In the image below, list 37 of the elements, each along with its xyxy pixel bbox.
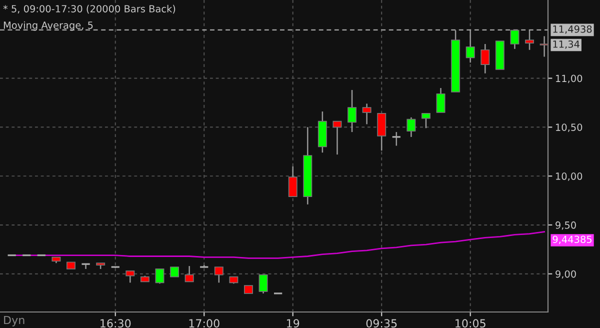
x-tick-label: 17:00 [189, 319, 220, 328]
candlestick [391, 131, 402, 146]
chart-title: * 5, 09:00-17:30 (20000 Bars Back) [3, 4, 176, 14]
candlestick [258, 274, 268, 294]
candlestick [126, 270, 135, 284]
candlestick [80, 263, 91, 270]
y-tick-label: 10,50 [556, 124, 582, 132]
candlestick [525, 30, 534, 51]
x-tick-label: 09:35 [366, 319, 397, 328]
candlestick [421, 112, 430, 129]
candlestick [480, 43, 490, 74]
x-tick-label: 10:05 [456, 319, 486, 328]
annotation: 11,34 [553, 40, 580, 49]
candlestick [155, 268, 164, 284]
x-tick-label: 19 [287, 319, 300, 328]
text: Dyn [4, 316, 24, 326]
candlestick [377, 112, 386, 152]
candlestick [288, 166, 298, 198]
ref-line-label: 11,4938 [553, 25, 592, 34]
candlestick [466, 30, 475, 64]
candlestick [436, 87, 446, 114]
x-tick-label: 16:30 [100, 319, 131, 328]
candlestick [510, 30, 520, 50]
y-tick-label: 9,00 [556, 270, 576, 279]
candlestick [540, 36, 548, 58]
y-tick-label: 10,00 [556, 172, 582, 181]
candlestick [348, 89, 357, 133]
candlestick [332, 120, 342, 156]
candlestick [214, 266, 224, 284]
text: 9,44385 [552, 236, 592, 244]
candlestick [170, 266, 180, 278]
y-tick-label: 9,50 [556, 221, 576, 230]
y-tick-label: 11,00 [556, 74, 582, 84]
text: Moving Average, 5 [4, 21, 93, 31]
candlestick [362, 103, 372, 125]
candlestick [184, 265, 194, 282]
candlestick [406, 116, 416, 138]
